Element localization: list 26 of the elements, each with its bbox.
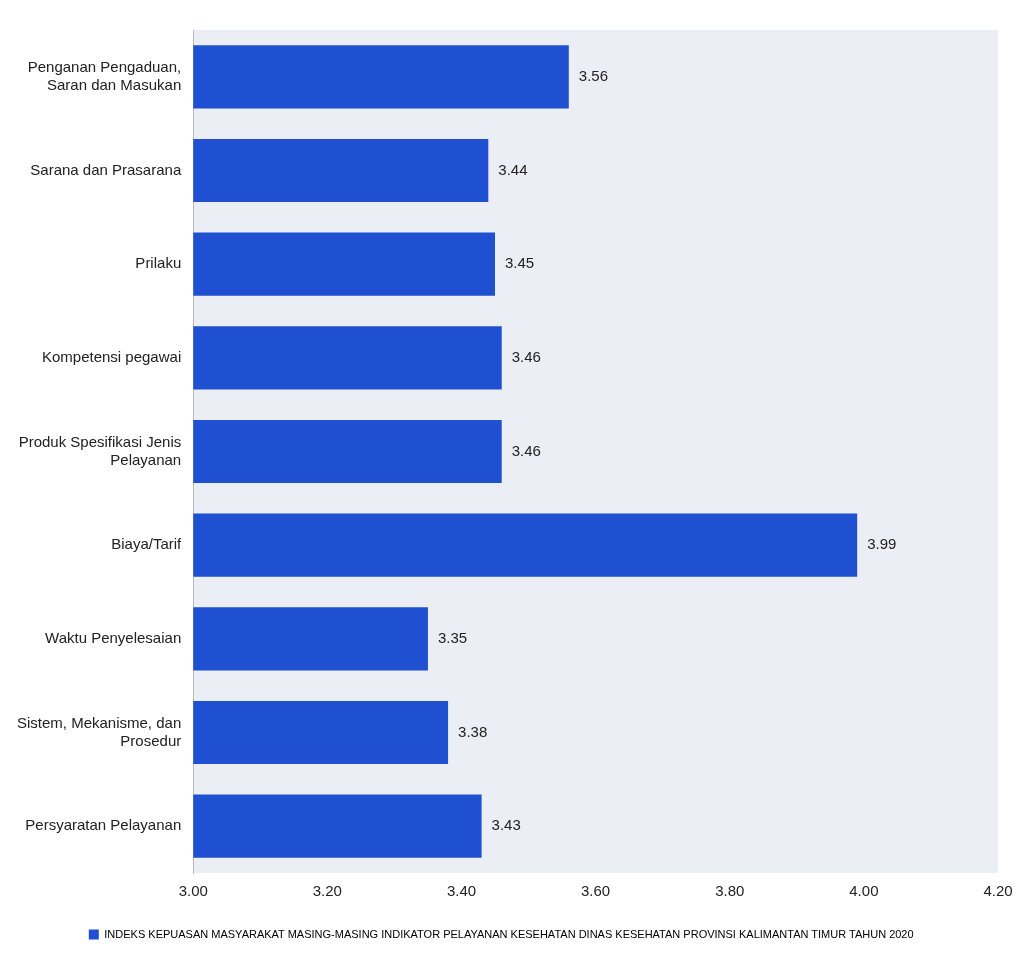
- x-tick-label: 3.80: [715, 882, 745, 900]
- x-tick-label: 3.40: [446, 882, 477, 900]
- y-tick-label: Waktu Penyelesaian: [45, 628, 182, 646]
- data-label: 3.46: [511, 347, 541, 365]
- data-label: 3.38: [458, 722, 488, 740]
- data-label: 3.56: [578, 66, 608, 84]
- y-tick-label: Sarana dan Prasarana: [30, 160, 182, 178]
- legend-label: INDEKS KEPUASAN MASYARAKAT MASING-MASING INDIKATOR PELAYANAN KESEHATAN DINAS KESEHATAN PROVINSI KALIMANTAN TIMUR TAHUN 2020: [104, 927, 914, 940]
- data-label: 3.44: [498, 160, 528, 178]
- data-label: 3.43: [491, 816, 521, 834]
- x-tick-label: 3.20: [312, 882, 342, 900]
- data-label: 3.46: [511, 441, 541, 459]
- data-label: 3.99: [867, 535, 897, 553]
- x-tick-label: 3.00: [178, 882, 208, 900]
- y-tick-label: Sistem, Mekanisme, dan Prosedur: [17, 713, 182, 749]
- y-tick-label: Persyaratan Pelayanan: [25, 816, 182, 834]
- data-label: 3.35: [437, 628, 468, 646]
- data-label: 3.45: [505, 254, 535, 272]
- y-tick-label: Kompetensi pegawai: [41, 347, 182, 365]
- y-tick-label: Penganan Pengaduan, Saran dan Masukan: [27, 57, 182, 93]
- y-tick-label: Prilaku: [135, 254, 182, 272]
- y-tick-label: Biaya/Tarif: [111, 535, 183, 553]
- x-tick-label: 4.20: [983, 882, 1013, 900]
- y-tick-label: Produk Spesifikasi Jenis Pelayanan: [18, 432, 182, 468]
- x-tick-label: 4.00: [849, 882, 879, 900]
- x-tick-label: 3.60: [581, 882, 611, 900]
